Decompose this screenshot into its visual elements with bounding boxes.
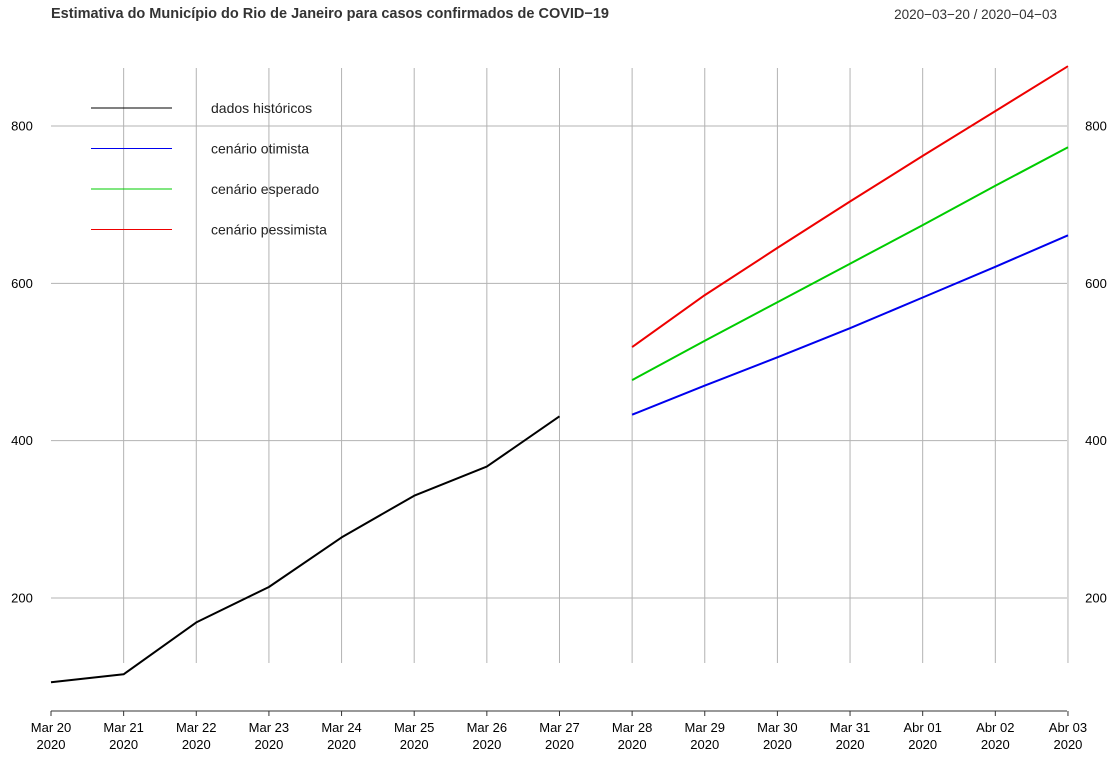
x-tick-year-label: 2020 — [472, 737, 501, 752]
x-tick-year-label: 2020 — [327, 737, 356, 752]
x-tick-label: Mar 20 — [31, 720, 71, 735]
y-tick-label-left: 600 — [11, 276, 33, 291]
y-tick-label-right: 200 — [1085, 591, 1107, 606]
x-tick-label: Abr 03 — [1049, 720, 1087, 735]
x-tick-year-label: 2020 — [836, 737, 865, 752]
legend-label: cenário otimista — [211, 141, 309, 157]
legend-label: cenário esperado — [211, 181, 319, 197]
x-tick-label: Mar 24 — [321, 720, 361, 735]
x-tick-year-label: 2020 — [37, 737, 66, 752]
x-tick-year-label: 2020 — [618, 737, 647, 752]
y-axis-left: 200 400 600 800 — [11, 119, 33, 606]
series-line-2 — [631, 234, 1069, 416]
x-tick-label: Abr 02 — [976, 720, 1014, 735]
x-tick-label: Mar 31 — [830, 720, 870, 735]
grid — [51, 68, 1069, 663]
x-axis: Mar 20 2020 Mar 21 2020 Mar 22 2020 Mar 23 2020… — [31, 710, 1087, 752]
x-tick-label: Mar 30 — [757, 720, 797, 735]
x-tick-year-label: 2020 — [254, 737, 283, 752]
y-tick-label-right: 400 — [1085, 433, 1107, 448]
series-lines — [50, 65, 1069, 684]
x-tick-label: Abr 01 — [904, 720, 942, 735]
x-tick-label: Mar 25 — [394, 720, 434, 735]
x-tick-label: Mar 21 — [103, 720, 143, 735]
x-tick-label: Mar 28 — [612, 720, 652, 735]
series-line-3 — [631, 146, 1069, 381]
x-tick-year-label: 2020 — [763, 737, 792, 752]
legend-label: dados históricos — [211, 100, 312, 116]
x-tick-year-label: 2020 — [1053, 737, 1082, 752]
x-tick-year-label: 2020 — [182, 737, 211, 752]
series-line-4 — [631, 65, 1069, 348]
x-tick-label: Mar 27 — [539, 720, 579, 735]
x-tick-label: Mar 22 — [176, 720, 216, 735]
chart-title: Estimativa do Município do Rio de Janeir… — [51, 6, 609, 22]
date-range: 2020−03−20 / 2020−04−03 — [894, 7, 1057, 22]
x-tick-year-label: 2020 — [908, 737, 937, 752]
x-tick-year-label: 2020 — [400, 737, 429, 752]
x-tick-label: Mar 26 — [467, 720, 507, 735]
y-tick-label-left: 400 — [11, 433, 33, 448]
legend: dados históricos cenário otimista cenário … — [91, 100, 327, 238]
x-tick-year-label: 2020 — [690, 737, 719, 752]
x-tick-label: Mar 29 — [685, 720, 725, 735]
y-tick-label-right: 800 — [1085, 119, 1107, 134]
x-tick-label: Mar 23 — [249, 720, 289, 735]
x-tick-year-label: 2020 — [545, 737, 574, 752]
x-tick-year-label: 2020 — [109, 737, 138, 752]
legend-label: cenário pessimista — [211, 222, 327, 238]
x-tick-year-label: 2020 — [981, 737, 1010, 752]
y-tick-label-left: 800 — [11, 119, 33, 134]
y-tick-label-right: 600 — [1085, 276, 1107, 291]
y-axis-right: 200 400 600 800 — [1085, 119, 1107, 606]
series-line-1 — [50, 415, 561, 684]
y-tick-label-left: 200 — [11, 591, 33, 606]
